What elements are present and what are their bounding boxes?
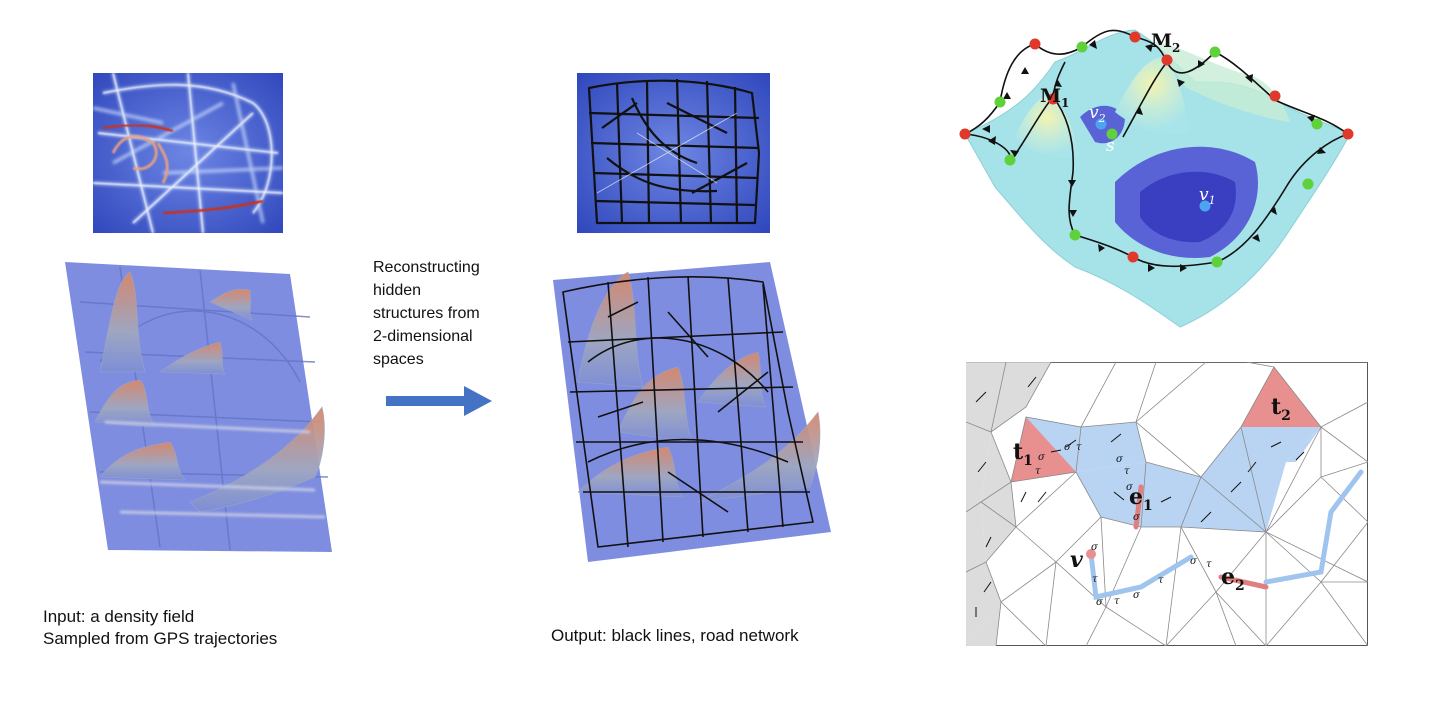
- process-line-3: structures from: [373, 305, 480, 322]
- e1-label: e1: [1129, 484, 1153, 514]
- sigma-3b-label: σ: [1096, 597, 1104, 608]
- tau-2-label: τ: [1076, 442, 1082, 453]
- sigma-4b-label: σ: [1091, 542, 1099, 553]
- min-2-label: v2: [1089, 103, 1106, 125]
- output-caption: Output: black lines, road network: [551, 625, 799, 647]
- min-1-label: v1: [1199, 185, 1216, 207]
- morse-complex-surface: M1 M2 v2 v1 s: [959, 29, 1354, 328]
- tau-2b-label: τ: [1114, 596, 1120, 607]
- process-line-2: hidden: [373, 282, 422, 299]
- tau-3-label: τ: [1124, 466, 1130, 477]
- input-terrain-3d: [65, 262, 332, 552]
- v-label: v: [1070, 547, 1083, 573]
- tau-0b-label: τ: [1206, 559, 1212, 570]
- output-road-network-map: [577, 73, 770, 233]
- e2-label: e2: [1221, 564, 1245, 594]
- output-terrain-3d: [553, 262, 831, 562]
- tau-3b-label: τ: [1092, 574, 1098, 585]
- process-arrow: [386, 386, 492, 416]
- sigma-5-label: σ: [1133, 512, 1141, 523]
- sigma-1-label: σ: [1190, 556, 1198, 567]
- t1-label: t1: [1013, 439, 1033, 469]
- input-caption-line-2: Sampled from GPS trajectories: [43, 629, 278, 648]
- process-line-4: 2-dimensional: [373, 328, 473, 345]
- process-line-5: spaces: [373, 351, 424, 368]
- sigma-4-label: σ: [1126, 482, 1134, 493]
- input-density-map: [93, 73, 283, 233]
- t2-label: t2: [1271, 394, 1291, 424]
- input-caption: Input: a density field Sampled from GPS …: [43, 606, 277, 650]
- sigma-0-label: σ: [1038, 452, 1046, 463]
- output-caption-line-1: Output: black lines, road network: [551, 626, 799, 645]
- sigma-3-label: σ: [1116, 454, 1124, 465]
- input-caption-line-1: Input: a density field: [43, 607, 195, 626]
- process-description: Reconstructing hidden structures from 2-…: [373, 256, 480, 371]
- saddle-label: s: [1106, 136, 1115, 156]
- tau-1-label: τ: [1158, 575, 1164, 586]
- max-1-label: M1: [1040, 85, 1069, 110]
- discrete-gradient-mesh: t1 t2 e1 e2 v σ τ σ τ σ τ σ σ σ τ σ τ σ …: [966, 362, 1368, 646]
- max-2-label: M2: [1151, 30, 1180, 55]
- sigma-2b-label: σ: [1133, 590, 1141, 601]
- tau-0-label: τ: [1035, 466, 1041, 477]
- t1-triangle: [1011, 417, 1076, 482]
- process-line-1: Reconstructing: [373, 259, 480, 276]
- sigma-2-label: σ: [1064, 442, 1072, 453]
- t2-triangle: [1241, 367, 1321, 427]
